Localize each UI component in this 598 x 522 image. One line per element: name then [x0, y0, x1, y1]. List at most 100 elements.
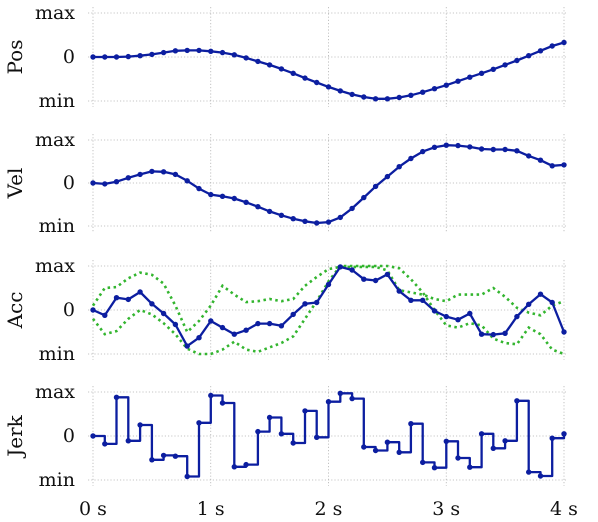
y-tick-label: 0 — [63, 425, 75, 447]
data-point — [349, 395, 355, 402]
y-tick-label: max — [35, 129, 75, 151]
data-point — [549, 43, 555, 49]
data-point — [431, 86, 438, 92]
data-point — [314, 79, 320, 86]
y-tick-label: max — [35, 381, 75, 403]
data-point — [90, 180, 96, 186]
bounds-layer — [91, 264, 565, 356]
data-point — [502, 330, 508, 336]
data-point — [113, 295, 120, 301]
data-point — [514, 148, 520, 154]
data-point — [372, 447, 379, 454]
data-point — [290, 311, 296, 318]
data-point — [314, 434, 320, 440]
data-point — [408, 421, 414, 427]
data-point — [396, 164, 402, 170]
data-point — [490, 146, 496, 153]
bound-line-upper — [91, 265, 565, 335]
y-tick-label: min — [39, 215, 75, 237]
data-point — [549, 299, 555, 306]
y-tick-label: min — [39, 343, 75, 365]
data-point — [184, 178, 190, 184]
data-point — [431, 308, 438, 314]
data-point — [137, 422, 143, 428]
data-point — [266, 414, 273, 421]
data-point — [431, 144, 438, 150]
y-tick-label: 0 — [63, 46, 75, 68]
label-layer: max0minPosmax0minVelmax0minAccmax0minJer… — [3, 2, 578, 520]
bound-line-lower — [91, 264, 565, 356]
data-point — [208, 392, 214, 399]
y-tick-label: max — [35, 2, 75, 24]
data-point — [196, 335, 202, 341]
data-point — [526, 469, 532, 475]
data-point — [290, 440, 296, 446]
data-point — [514, 57, 520, 64]
data-point — [561, 431, 567, 437]
data-point — [255, 204, 261, 210]
data-point — [420, 459, 426, 466]
data-point — [549, 163, 555, 169]
data-point — [90, 307, 96, 313]
y-axis-label: Jerk — [3, 414, 27, 458]
data-point — [113, 54, 120, 60]
data-point — [455, 317, 461, 323]
data-point — [502, 146, 508, 153]
data-point — [278, 323, 285, 329]
data-point — [408, 92, 414, 99]
x-tick-label: 4 s — [550, 498, 578, 520]
data-point — [149, 301, 155, 307]
series-layer — [90, 39, 567, 480]
data-point — [231, 464, 237, 470]
data-point — [443, 438, 449, 444]
data-point — [184, 343, 190, 349]
data-point — [125, 296, 131, 303]
data-point — [372, 183, 379, 190]
data-point — [467, 310, 473, 317]
data-point — [160, 169, 167, 175]
data-point — [137, 53, 143, 59]
y-axis-label: Acc — [3, 292, 27, 330]
data-point — [420, 148, 426, 155]
data-point — [196, 420, 202, 426]
data-point — [455, 78, 461, 84]
data-point — [490, 331, 496, 338]
data-point — [243, 327, 249, 333]
data-point — [113, 179, 120, 185]
data-point — [255, 58, 261, 65]
data-point — [408, 155, 414, 162]
data-point — [337, 390, 343, 396]
data-point — [561, 39, 567, 46]
data-point — [478, 70, 485, 77]
data-point — [467, 464, 473, 470]
data-point — [549, 435, 555, 441]
data-point — [172, 321, 179, 328]
data-point — [361, 276, 367, 282]
data-point — [514, 398, 520, 404]
data-point — [266, 208, 273, 215]
data-point — [478, 431, 485, 437]
data-point — [231, 52, 237, 58]
y-axis-label: Pos — [3, 40, 27, 75]
data-point — [526, 53, 532, 59]
data-point — [184, 473, 190, 480]
data-point — [208, 318, 214, 324]
data-point — [208, 48, 214, 54]
data-point — [396, 94, 402, 101]
data-point — [137, 289, 143, 295]
data-point — [196, 47, 202, 54]
data-point — [219, 49, 226, 56]
data-point — [196, 185, 202, 192]
x-tick-label: 3 s — [432, 498, 460, 520]
data-point — [384, 173, 391, 180]
data-point — [172, 453, 179, 459]
data-point — [160, 310, 167, 317]
data-point — [526, 153, 532, 159]
data-point — [302, 218, 308, 224]
x-tick-label: 2 s — [315, 498, 343, 520]
data-point — [219, 193, 226, 199]
data-point — [431, 465, 438, 471]
data-point — [125, 53, 131, 60]
series-line-jerk — [93, 392, 566, 478]
